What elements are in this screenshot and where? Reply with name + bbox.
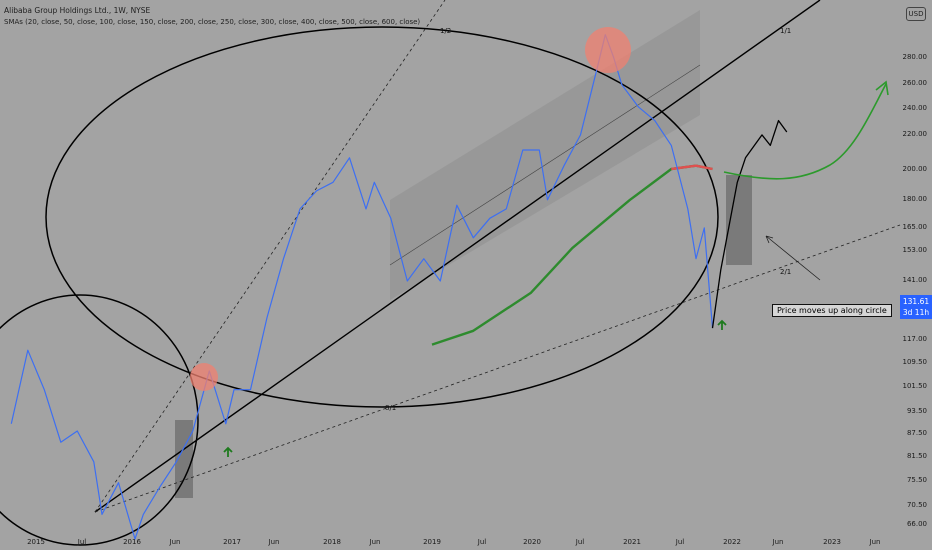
- bar-countdown: 3d 11h: [902, 308, 930, 317]
- gann-label: 2/1: [780, 268, 791, 276]
- highlight-circle-2020: [585, 27, 631, 73]
- chart-title: Alibaba Group Holdings Ltd., 1W, NYSE: [4, 6, 151, 15]
- large-circle: [45, 26, 719, 408]
- x-tick-label: Jul: [675, 538, 685, 546]
- y-tick-label: 66.00: [907, 520, 927, 528]
- x-tick-label: Jun: [169, 538, 181, 546]
- x-tick-label: 2015: [27, 538, 45, 546]
- y-tick-label: 141.00: [903, 276, 928, 284]
- y-tick-label: 75.50: [907, 476, 927, 484]
- green-forecast-arrow: [723, 83, 887, 180]
- x-tick-label: 2021: [623, 538, 641, 546]
- y-tick-label: 101.50: [903, 382, 928, 390]
- x-tick-label: 2023: [823, 538, 841, 546]
- last-price-tag: 131.61 3d 11h: [900, 295, 932, 319]
- y-tick-label: 81.50: [907, 452, 927, 460]
- x-tick-label: Jul: [477, 538, 487, 546]
- x-tick-label: 2020: [523, 538, 541, 546]
- gann-line-1x1: [94, 0, 821, 513]
- x-tick-label: Jul: [575, 538, 585, 546]
- last-price-value: 131.61: [902, 297, 930, 306]
- highlight-circle-2016: [190, 363, 218, 391]
- y-tick-label: 70.50: [907, 501, 927, 509]
- x-tick-label: 2017: [223, 538, 241, 546]
- y-tick-label: 180.00: [903, 195, 928, 203]
- x-tick-label: Jun: [869, 538, 881, 546]
- y-tick-label: 87.50: [907, 429, 927, 437]
- y-tick-label: 109.50: [903, 358, 928, 366]
- pointer-arrow: [765, 235, 821, 281]
- indicator-legend[interactable]: SMAs (20, close, 50, close, 100, close, …: [4, 18, 421, 26]
- y-tick-label: 260.00: [903, 79, 928, 87]
- x-tick-label: Jul: [77, 538, 87, 546]
- x-tick-label: Jun: [772, 538, 784, 546]
- y-tick-label: 93.50: [907, 407, 927, 415]
- y-tick-label: 220.00: [903, 130, 928, 138]
- green-arrowhead: [875, 80, 889, 96]
- x-tick-label: Jun: [369, 538, 381, 546]
- y-tick-label: 117.00: [903, 335, 928, 343]
- y-tick-label: 200.00: [903, 165, 928, 173]
- y-tick-label: 165.00: [903, 223, 928, 231]
- currency-badge[interactable]: USD: [906, 7, 926, 21]
- x-tick-label: Jun: [268, 538, 280, 546]
- gann-label: 8/1: [385, 404, 396, 412]
- gann-label: 1/1: [780, 27, 791, 35]
- up-arrow-2016: [223, 446, 233, 457]
- annotation-note[interactable]: Price moves up along circle: [772, 304, 892, 317]
- gann-line-2x1: [94, 224, 901, 513]
- x-tick-label: 2018: [323, 538, 341, 546]
- gann-line-1x2: [94, 0, 446, 513]
- small-circle: [0, 294, 199, 546]
- y-tick-label: 240.00: [903, 104, 928, 112]
- y-tick-label: 280.00: [903, 53, 928, 61]
- y-tick-label: 153.00: [903, 246, 928, 254]
- projection-path: [711, 119, 788, 329]
- x-tick-label: 2022: [723, 538, 741, 546]
- gann-label: 1/2: [440, 27, 451, 35]
- x-tick-label: 2019: [423, 538, 441, 546]
- up-arrow-2021: [717, 319, 727, 330]
- x-tick-label: 2016: [123, 538, 141, 546]
- sma-red-segment: [671, 164, 713, 171]
- channel-midline: [389, 64, 701, 266]
